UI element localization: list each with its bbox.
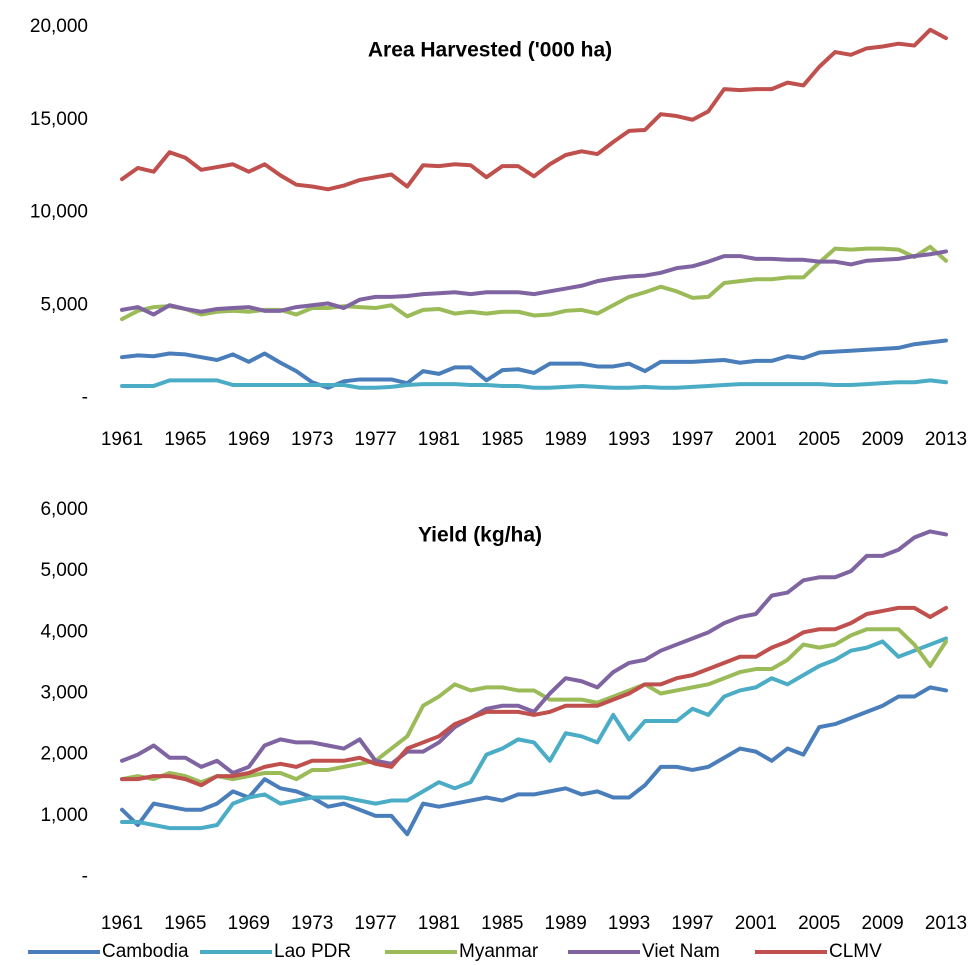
- x-tick-label: 1965: [164, 429, 206, 450]
- series-line: [120, 685, 948, 837]
- x-tick-label: 2001: [735, 429, 777, 450]
- x-tick-label: 1993: [608, 429, 650, 450]
- y-tick-label: 3,000: [40, 683, 88, 704]
- x-tick-label: 1977: [354, 429, 396, 450]
- x-tick-label: 1997: [671, 429, 713, 450]
- x-tick-label: 1961: [101, 913, 143, 934]
- y-tick-label: -: [82, 866, 88, 887]
- x-tick-label: 1989: [545, 913, 587, 934]
- y-tick-label: 10,000: [30, 202, 88, 223]
- x-tick-label: 2001: [735, 913, 777, 934]
- x-tick-label: 2005: [798, 429, 840, 450]
- series-line: [120, 27, 948, 192]
- x-tick-label: 2009: [861, 429, 903, 450]
- x-tick-label: 1969: [228, 429, 270, 450]
- series-line: [120, 249, 948, 317]
- x-tick-label: 2013: [925, 913, 967, 934]
- chart-title: Area Harvested ('000 ha): [368, 39, 612, 62]
- y-tick-label: 5,000: [40, 560, 88, 581]
- x-tick-label: 1973: [291, 429, 333, 450]
- x-tick-label: 1981: [418, 429, 460, 450]
- legend-label: Cambodia: [102, 941, 189, 962]
- legend-label: CLMV: [829, 941, 882, 962]
- x-tick-label: 1965: [164, 913, 206, 934]
- x-tick-label: 1961: [101, 429, 143, 450]
- x-tick-label: 1977: [354, 913, 396, 934]
- series-line: [120, 627, 948, 785]
- x-tick-label: 1969: [228, 913, 270, 934]
- legend-label: Myanmar: [459, 941, 539, 962]
- y-tick-label: 4,000: [40, 621, 88, 642]
- series-line: [120, 605, 948, 788]
- series-line: [120, 529, 948, 776]
- x-tick-label: 1989: [545, 429, 587, 450]
- series-line: [120, 338, 948, 390]
- x-tick-label: 1993: [608, 913, 650, 934]
- series-line: [120, 636, 948, 831]
- x-tick-label: 2009: [861, 913, 903, 934]
- y-tick-label: 5,000: [40, 294, 88, 315]
- legend-label: Viet Nam: [642, 941, 720, 962]
- x-tick-label: 2005: [798, 913, 840, 934]
- x-tick-label: 2013: [925, 429, 967, 450]
- y-tick-label: 15,000: [30, 109, 88, 130]
- y-tick-label: 1,000: [40, 805, 88, 826]
- y-tick-label: 6,000: [40, 499, 88, 520]
- x-tick-label: 1985: [481, 429, 523, 450]
- y-tick-label: 2,000: [40, 744, 88, 765]
- y-tick-label: -: [82, 387, 88, 408]
- x-tick-label: 1985: [481, 913, 523, 934]
- x-tick-label: 1973: [291, 913, 333, 934]
- x-tick-label: 1981: [418, 913, 460, 934]
- chart-title: Yield (kg/ha): [418, 524, 542, 547]
- series-line: [120, 378, 948, 390]
- legend-label: Lao PDR: [274, 941, 351, 962]
- x-tick-label: 1997: [671, 913, 713, 934]
- y-tick-label: 20,000: [30, 16, 88, 37]
